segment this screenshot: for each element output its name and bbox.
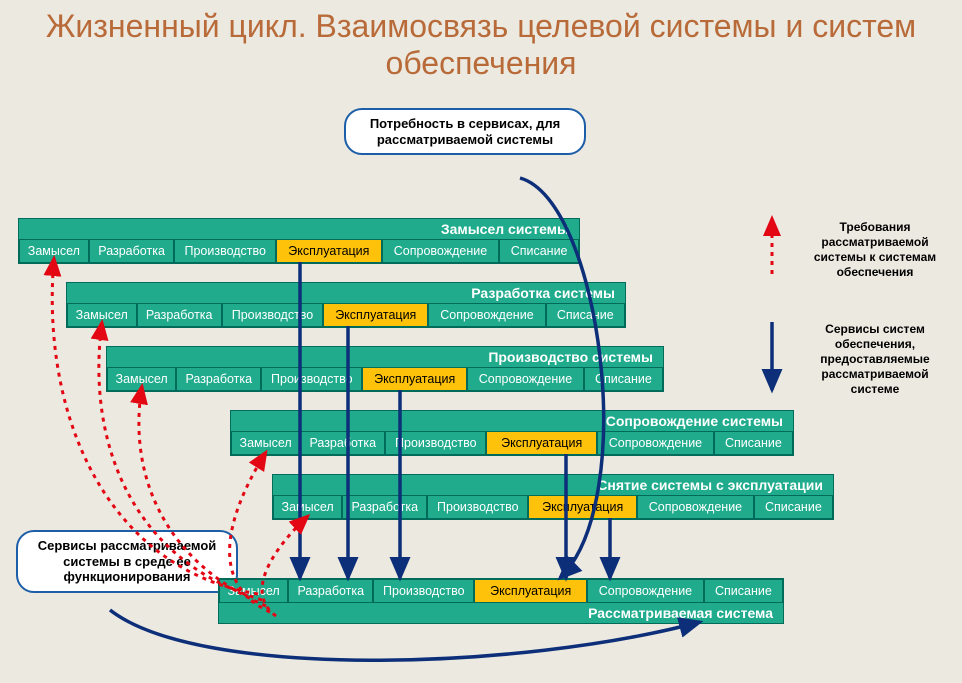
phase-cell: Разработка [89,239,175,263]
phase-cell: Производство [373,579,474,603]
row-title: Производство системы [107,347,663,367]
phase-cell: Замысел [273,495,342,519]
lifecycle-row: Снятие системы с эксплуатацииЗамыселРазр… [272,474,834,520]
lifecycle-row: Производство системыЗамыселРазработкаПро… [106,346,664,392]
phase-cell: Производство [222,303,323,327]
bubble-services: Сервисы рассматриваемой системы в среде … [16,530,238,593]
phase-cell: Сопровождение [597,431,714,455]
phase-cell: Списание [704,579,783,603]
phase-cell: Разработка [176,367,261,391]
phase-cell: Замысел [231,431,300,455]
phase-cell: Производство [427,495,528,519]
phase-cell: Эксплуатация [362,367,467,391]
phase-cell: Эксплуатация [474,579,587,603]
row-title: Замысел системы [19,219,579,239]
phase-cell: Сопровождение [467,367,584,391]
phase-cell: Замысел [107,367,176,391]
phase-cell: Разработка [342,495,427,519]
phase-cell: Разработка [288,579,373,603]
legend-requirements: Требования рассматриваемой системы к сис… [796,220,954,280]
phase-cell: Сопровождение [637,495,754,519]
row-title: Сопровождение системы [231,411,793,431]
phase-cell: Замысел [19,239,89,263]
row-cells: ЗамыселРазработкаПроизводствоЭксплуатаци… [273,495,833,519]
row-cells: ЗамыселРазработкаПроизводствоЭксплуатаци… [107,367,663,391]
phase-cell: Производство [261,367,362,391]
row-cells: ЗамыселРазработкаПроизводствоЭксплуатаци… [67,303,625,327]
phase-cell: Сопровождение [587,579,704,603]
phase-cell: Списание [499,239,579,263]
row-cells: ЗамыселРазработкаПроизводствоЭксплуатаци… [19,239,579,263]
lifecycle-row: Разработка системыЗамыселРазработкаПроиз… [66,282,626,328]
phase-cell: Замысел [219,579,288,603]
row-title: Снятие системы с эксплуатации [273,475,833,495]
phase-cell: Сопровождение [428,303,545,327]
phase-cell: Разработка [300,431,385,455]
row-title: Рассматриваемая система [219,603,783,623]
phase-cell: Производство [385,431,486,455]
phase-cell: Эксплуатация [276,239,382,263]
phase-cell: Списание [754,495,833,519]
lifecycle-row: Замысел системыЗамыселРазработкаПроизвод… [18,218,580,264]
phase-cell: Списание [714,431,793,455]
phase-cell: Эксплуатация [528,495,637,519]
row-cells: ЗамыселРазработкаПроизводствоЭксплуатаци… [219,579,783,603]
phase-cell: Эксплуатация [486,431,597,455]
phase-cell: Производство [174,239,276,263]
row-cells: ЗамыселРазработкаПроизводствоЭксплуатаци… [231,431,793,455]
phase-cell: Списание [546,303,625,327]
lifecycle-row: ЗамыселРазработкаПроизводствоЭксплуатаци… [218,578,784,624]
phase-cell: Замысел [67,303,137,327]
legend-services: Сервисы систем обеспечения, предоставляе… [796,322,954,397]
phase-cell: Списание [584,367,663,391]
page-title: Жизненный цикл. Взаимосвязь целевой сист… [0,0,962,86]
phase-cell: Сопровождение [382,239,500,263]
phase-cell: Эксплуатация [323,303,428,327]
lifecycle-row: Сопровождение системыЗамыселРазработкаПр… [230,410,794,456]
bubble-need: Потребность в сервисах, для рассматривае… [344,108,586,155]
phase-cell: Разработка [137,303,222,327]
row-title: Разработка системы [67,283,625,303]
